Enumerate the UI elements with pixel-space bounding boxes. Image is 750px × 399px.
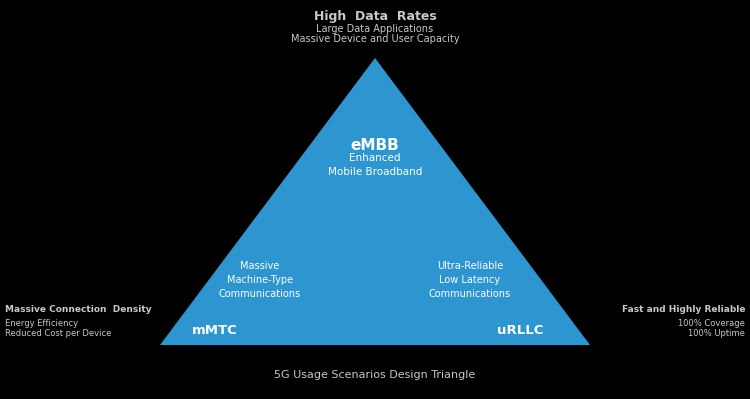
Text: Enhanced
Mobile Broadband: Enhanced Mobile Broadband [328,153,422,177]
Text: 100% Coverage: 100% Coverage [678,318,745,328]
Text: Massive Device and User Capacity: Massive Device and User Capacity [291,34,459,44]
Text: Reduced Cost per Device: Reduced Cost per Device [5,330,111,338]
Text: Large Data Applications: Large Data Applications [316,24,434,34]
Text: Ultra-Reliable
Low Latency
Communications: Ultra-Reliable Low Latency Communication… [429,261,511,299]
Text: uRLLC: uRLLC [496,324,543,336]
Polygon shape [160,58,590,345]
Text: mMTC: mMTC [192,324,238,336]
Text: Massive
Machine-Type
Communications: Massive Machine-Type Communications [219,261,301,299]
Text: Massive Connection  Density: Massive Connection Density [5,306,152,314]
Text: 100% Uptime: 100% Uptime [688,330,745,338]
Text: High  Data  Rates: High Data Rates [314,10,436,23]
Text: 5G Usage Scenarios Design Triangle: 5G Usage Scenarios Design Triangle [274,370,476,380]
Text: Fast and Highly Reliable: Fast and Highly Reliable [622,306,745,314]
Text: eMBB: eMBB [350,138,399,152]
Text: Energy Efficiency: Energy Efficiency [5,318,78,328]
